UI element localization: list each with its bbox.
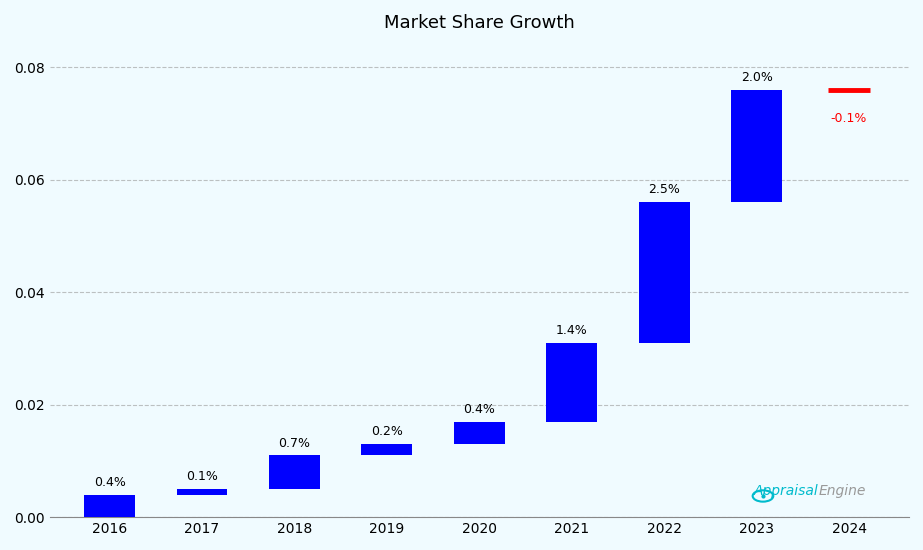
Bar xyxy=(454,422,505,444)
Text: -0.1%: -0.1% xyxy=(831,112,868,125)
Text: Appraisal: Appraisal xyxy=(754,485,819,498)
Bar xyxy=(176,489,227,495)
Bar xyxy=(546,343,597,422)
Title: Market Share Growth: Market Share Growth xyxy=(384,14,575,32)
Bar xyxy=(362,444,413,455)
Text: 2.5%: 2.5% xyxy=(648,184,680,196)
Text: 0.2%: 0.2% xyxy=(371,426,402,438)
Text: 2.0%: 2.0% xyxy=(740,71,773,84)
Text: 0.4%: 0.4% xyxy=(463,403,496,416)
Bar xyxy=(269,455,320,489)
Text: 0.1%: 0.1% xyxy=(186,470,218,483)
Text: 0.7%: 0.7% xyxy=(279,437,310,450)
Text: Engine: Engine xyxy=(819,485,866,498)
Text: 1.4%: 1.4% xyxy=(556,324,588,337)
Text: 0.4%: 0.4% xyxy=(93,476,126,489)
Bar xyxy=(731,90,782,202)
Bar xyxy=(639,202,689,343)
Bar xyxy=(84,495,135,517)
